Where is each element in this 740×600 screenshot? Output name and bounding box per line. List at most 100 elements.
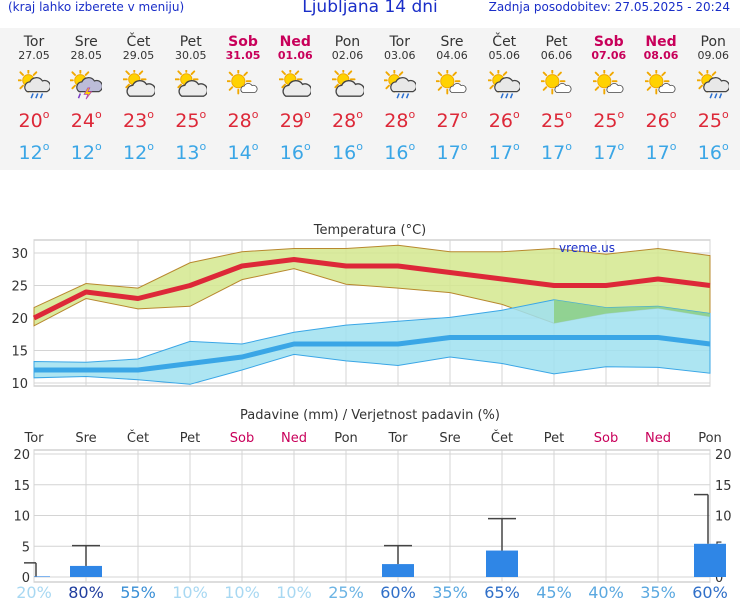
min-temp: 14o (227, 140, 259, 164)
day-column: Sob 07.06 25o 17o (583, 28, 635, 166)
precip-probability-label: 20% (16, 583, 52, 600)
max-temp: 25o (593, 108, 625, 132)
day-column: Tor 27.05 20o 12o (8, 28, 60, 166)
day-name: Tor (389, 34, 411, 50)
sun-small-cloud-icon (645, 70, 676, 95)
sun-small-cloud-icon (436, 70, 467, 95)
max-temp-value: 27 (436, 110, 461, 132)
min-temp: 12o (18, 140, 50, 164)
min-temp-value: 17 (436, 142, 461, 164)
max-temp: 28o (227, 108, 259, 132)
precip-bar (382, 564, 414, 577)
last-update-label: Zadnja posodobitev: 27.05.2025 - 20:24 (488, 0, 730, 14)
min-temp-value: 12 (70, 142, 95, 164)
precip-x-tick-label: Ned (645, 431, 671, 446)
sun-cloud-rain-icon (18, 70, 50, 99)
precip-x-tick-label: Tor (387, 431, 408, 446)
precip-probability-label: 45% (536, 583, 572, 600)
precip-probability-label: 35% (640, 583, 676, 600)
precip-y-tick-label-left: 20 (13, 448, 30, 463)
precip-x-tick-label: Tor (23, 431, 44, 446)
precip-probability-label: 10% (224, 583, 260, 600)
day-date: 08.06 (643, 49, 679, 62)
day-column: Sob 31.05 28o 14o (217, 28, 269, 166)
max-temp-value: 25 (697, 110, 722, 132)
max-temp-value: 28 (332, 110, 357, 132)
min-temp-value: 12 (123, 142, 148, 164)
day-column: Čet 29.05 23o 12o (113, 28, 165, 166)
day-name: Sre (440, 34, 464, 50)
day-date: 04.06 (436, 49, 468, 62)
partly-cloudy-icon (331, 70, 364, 97)
precip-probability-label: 55% (120, 583, 156, 600)
precip-probability-label: 10% (172, 583, 208, 600)
max-temp: 25o (697, 108, 729, 132)
day-name: Pon (700, 34, 726, 50)
min-temp: 13o (175, 140, 207, 164)
precip-y-tick-label-left: 10 (13, 510, 30, 525)
max-temp-value: 25 (593, 110, 618, 132)
day-column: Pet 06.06 25o 17o (531, 28, 583, 166)
day-date: 07.06 (591, 49, 627, 62)
max-temp-line (32, 257, 711, 321)
precip-x-tick-label: Sob (594, 431, 618, 446)
day-date: 28.05 (70, 49, 103, 62)
day-name: Čet (492, 34, 517, 50)
partly-cloudy-icon (122, 70, 155, 97)
temp-y-tick-label: 15 (11, 345, 28, 360)
day-date: 03.06 (384, 49, 416, 62)
day-column: Sre 28.05 24o 12o (60, 28, 112, 166)
precip-probability-label: 25% (328, 583, 364, 600)
min-temp-value: 17 (645, 142, 670, 164)
sun-cloud-rain-icon (383, 70, 416, 99)
min-temp: 17o (436, 140, 468, 164)
max-temp-value: 28 (384, 110, 409, 132)
precip-y-tick-label-right: 0 (715, 571, 723, 586)
min-temp: 17o (645, 140, 677, 164)
day-date: 09.06 (697, 49, 730, 62)
min-temp: 12o (123, 140, 154, 164)
max-temp: 20o (18, 108, 50, 132)
precip-x-tick-label: Sre (75, 431, 96, 446)
max-temp-value: 25 (175, 110, 200, 132)
day-date: 05.06 (488, 49, 521, 62)
precip-x-tick-label: Sob (230, 431, 254, 446)
precip-x-tick-label: Pet (180, 431, 200, 446)
precip-y-tick-label-right: 15 (715, 479, 732, 494)
day-name: Pon (334, 34, 361, 50)
precip-x-tick-label: Sre (439, 431, 460, 446)
precip-x-tick-label: Čet (491, 430, 513, 446)
temp-chart-title: Temperatura (°C) (313, 223, 426, 238)
min-temp-value: 16 (332, 142, 357, 164)
watermark-text: vreme.us (559, 241, 615, 255)
temp-y-tick-label: 10 (11, 377, 28, 392)
min-temp-value: 17 (488, 142, 513, 164)
day-column: Pon 09.06 25o 16o (687, 28, 739, 166)
sun-small-cloud-icon (540, 70, 572, 95)
precip-probability-label: 65% (484, 583, 520, 600)
min-temp-value: 16 (279, 142, 304, 164)
precip-bar (70, 565, 102, 577)
day-column: Čet 05.06 26o 17o (478, 28, 530, 166)
daily-forecast-strip: Tor 27.05 20o 12o Sre 28.05 24o 12o Čet 29.05 23o 1… (0, 28, 740, 170)
precip-x-tick-label: Pon (698, 431, 722, 446)
day-name: Ned (279, 34, 311, 50)
precip-probability-label: 60% (380, 583, 416, 600)
precip-y-tick-label-left: 0 (22, 571, 30, 586)
day-name: Sob (228, 34, 258, 50)
precip-x-tick-label: Pon (334, 431, 358, 446)
max-temp-value: 28 (227, 110, 252, 132)
day-column: Sre 04.06 27o 17o (426, 28, 478, 166)
day-column: Pet 30.05 25o 13o (165, 28, 217, 166)
day-column: Ned 01.06 29o 16o (269, 28, 321, 166)
max-temp-value: 26 (645, 110, 670, 132)
precip-chart-title: Padavine (mm) / Verjetnost padavin (%) (240, 408, 500, 423)
min-temp-value: 13 (175, 142, 200, 164)
day-date: 31.05 (225, 49, 261, 62)
max-temp: 28o (384, 108, 416, 132)
day-name: Sre (74, 34, 98, 50)
min-temp: 17o (593, 140, 625, 164)
min-temp-value: 16 (384, 142, 409, 164)
precip-y-tick-label-right: 20 (715, 448, 732, 463)
max-temp: 27o (436, 108, 468, 132)
